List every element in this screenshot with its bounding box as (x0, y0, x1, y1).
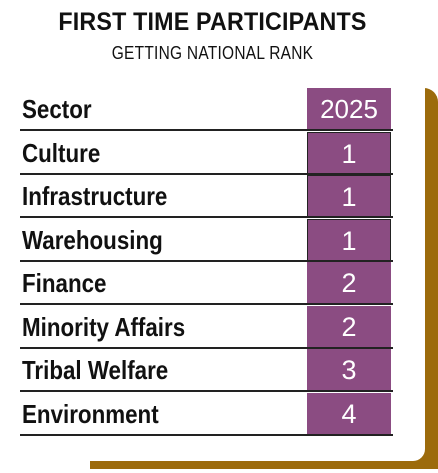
table-row: Environment 4 (20, 392, 393, 435)
column-header-sector: Sector (22, 94, 92, 124)
rank-value: 1 (307, 131, 391, 174)
table-row: Infrastructure 1 (20, 175, 393, 217)
row-divider (20, 433, 393, 436)
table-row: Culture 1 (20, 131, 393, 174)
sector-label: Minority Affairs (22, 311, 186, 342)
row-divider (20, 346, 393, 349)
sector-label: Environment (22, 398, 159, 429)
table-row: Minority Affairs 2 (20, 305, 393, 348)
column-header-year: 2025 (307, 88, 391, 130)
sector-label: Tribal Welfare (22, 355, 169, 385)
rank-value: 3 (307, 349, 391, 391)
sector-label: Culture (22, 137, 101, 168)
sector-label: Finance (22, 268, 107, 298)
row-divider (20, 259, 393, 262)
row-divider (20, 216, 393, 218)
table-row: Warehousing 1 (20, 218, 393, 261)
row-divider (20, 172, 393, 175)
table-header-row: Sector 2025 (20, 88, 393, 130)
table-row: Finance 2 (20, 262, 393, 304)
rank-value: 1 (307, 218, 391, 261)
rank-value: 4 (307, 392, 391, 435)
rank-value: 2 (307, 262, 391, 304)
rank-value: 1 (307, 175, 391, 217)
sector-label: Warehousing (22, 224, 163, 255)
row-divider (20, 129, 393, 131)
table-row: Tribal Welfare 3 (20, 349, 393, 391)
rank-value: 2 (307, 305, 391, 348)
chart-title: FIRST TIME PARTICIPANTS (58, 8, 367, 36)
row-divider (20, 390, 393, 392)
row-divider (20, 303, 393, 305)
sector-label: Infrastructure (22, 181, 168, 211)
chart-subtitle: GETTING NATIONAL RANK (111, 43, 314, 63)
